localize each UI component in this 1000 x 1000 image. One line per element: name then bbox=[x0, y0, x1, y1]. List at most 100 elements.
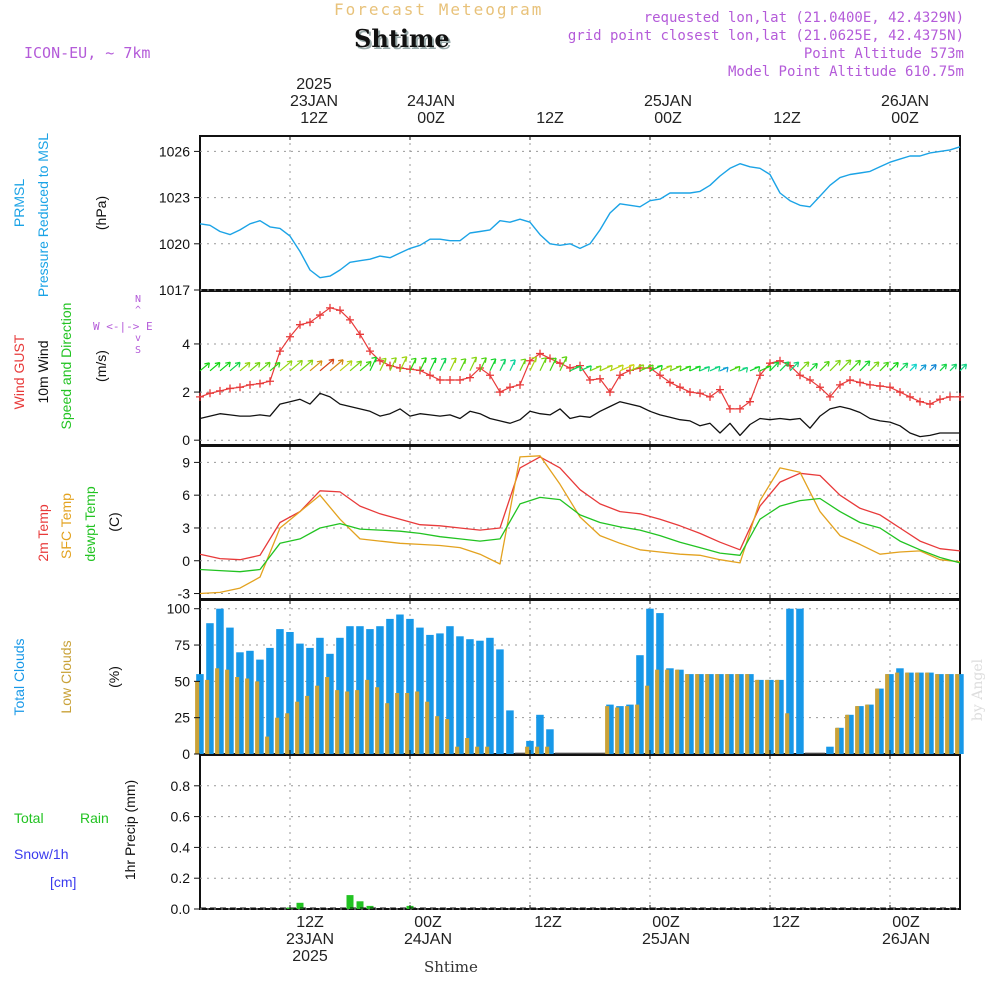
gust-point bbox=[886, 383, 894, 392]
gust-point bbox=[556, 359, 564, 368]
wind-direction-arrow bbox=[879, 361, 889, 372]
wind-arrow-head bbox=[371, 356, 378, 363]
total-cloud-bar bbox=[236, 652, 244, 754]
total-cloud-bar bbox=[536, 714, 544, 754]
total-cloud-bar bbox=[486, 637, 494, 754]
sfc-temp-line bbox=[199, 455, 961, 595]
marks-layer bbox=[196, 303, 968, 413]
gust-point bbox=[296, 320, 304, 329]
gust-point bbox=[376, 356, 384, 365]
gust-point bbox=[776, 356, 784, 365]
low-cloud-bar bbox=[435, 716, 440, 754]
total-cloud-bar bbox=[456, 636, 464, 754]
wind-direction-arrow bbox=[909, 363, 917, 372]
total-cloud-bar bbox=[666, 668, 674, 754]
wind-arrow-head bbox=[510, 359, 516, 365]
wind-direction-arrow bbox=[229, 361, 241, 372]
gust-point bbox=[736, 404, 744, 413]
total-cloud-bar bbox=[626, 704, 634, 754]
bottom-time-line: 25JAN bbox=[641, 931, 691, 948]
low-cloud-bar bbox=[405, 693, 410, 754]
low-cloud-bar bbox=[755, 679, 760, 754]
y-tick-label: 9 bbox=[182, 454, 190, 470]
bottom-time-line: 00Z bbox=[652, 914, 680, 931]
wind-arrow-head bbox=[274, 361, 281, 368]
wind-direction-arrow bbox=[319, 358, 335, 372]
low-cloud-bar bbox=[625, 706, 630, 754]
bottom-location: Shtime bbox=[424, 958, 478, 976]
total-cloud-bar bbox=[856, 706, 864, 754]
gust-point bbox=[336, 306, 344, 315]
wind-arrow-head bbox=[440, 357, 447, 364]
pressure-label-b: Pressure Reduced to MSL bbox=[35, 132, 51, 298]
total-cloud-bar bbox=[476, 640, 484, 754]
low-cloud-bar bbox=[455, 746, 460, 754]
wind-direction-arrow bbox=[939, 363, 947, 372]
wind-direction-arrow bbox=[799, 361, 810, 372]
low-cloud-bar bbox=[395, 693, 400, 754]
low-cloud-bar bbox=[665, 669, 670, 754]
top-time-line: 00Z bbox=[417, 110, 445, 127]
low-cloud-bar bbox=[375, 687, 380, 754]
wind-direction-arrow bbox=[359, 361, 372, 372]
low-cloud-bar bbox=[335, 690, 340, 754]
gust-point bbox=[726, 404, 734, 413]
pressure-label-a: PRMSL bbox=[11, 178, 27, 228]
total-cloud-bar bbox=[196, 674, 204, 754]
top-time-label: 12Z bbox=[757, 110, 817, 127]
total-cloud-bar bbox=[766, 679, 774, 754]
total-cloud-bar bbox=[786, 608, 794, 754]
total-cloud-bar bbox=[446, 626, 454, 754]
total-cloud-bar bbox=[676, 669, 684, 754]
total-cloud-bar bbox=[376, 626, 384, 754]
total-cloud-bar bbox=[866, 704, 874, 754]
bottom-time-label: 00Z 24JAN bbox=[398, 914, 458, 948]
compass-ew: W <-|-> E bbox=[93, 320, 153, 333]
low-cloud-bar bbox=[675, 669, 680, 754]
total-cloud-bar bbox=[436, 633, 444, 754]
temp-unit: (C) bbox=[106, 512, 122, 532]
wind-arrow-head bbox=[204, 362, 211, 368]
precip-label-cm: [cm] bbox=[50, 874, 77, 890]
bottom-time-line: 00Z bbox=[892, 914, 920, 931]
wind-arrow-head bbox=[356, 360, 363, 367]
wind-direction-arrow bbox=[789, 361, 800, 372]
wind-arrow-head bbox=[824, 360, 830, 367]
wind-arrow-head bbox=[835, 359, 841, 366]
wind-direction-arrow bbox=[529, 357, 538, 372]
low-cloud-bar bbox=[725, 674, 730, 754]
gust-point bbox=[586, 376, 594, 385]
wind-direction-arrow bbox=[819, 361, 830, 372]
gust-point bbox=[826, 392, 834, 401]
low-cloud-bar bbox=[545, 746, 550, 754]
gust-point bbox=[196, 392, 204, 401]
location-title: Shtime bbox=[354, 24, 450, 53]
low-cloud-bar bbox=[915, 672, 920, 754]
low-cloud-bar bbox=[535, 746, 540, 754]
total-cloud-bar bbox=[696, 674, 704, 754]
gust-point bbox=[226, 384, 234, 393]
grid-layer bbox=[200, 136, 960, 910]
total-cloud-bar bbox=[616, 706, 624, 754]
wind-arrow-head bbox=[803, 361, 810, 368]
wind-label-10m: 10m Wind bbox=[35, 340, 51, 404]
low-cloud-bar bbox=[785, 713, 790, 754]
total-cloud-bar bbox=[296, 643, 304, 754]
gust-point bbox=[406, 365, 414, 374]
y-tick-label: 0.8 bbox=[171, 778, 191, 794]
dewpt-line bbox=[199, 496, 961, 573]
y-tick-label: 0 bbox=[182, 432, 190, 448]
low-cloud-bar bbox=[475, 746, 480, 754]
top-time-line: 00Z bbox=[891, 110, 919, 127]
gust-point bbox=[936, 395, 944, 404]
gust-point bbox=[746, 397, 754, 406]
bottom-time-line: 12Z bbox=[772, 914, 800, 931]
wind-arrow-head bbox=[931, 364, 937, 370]
gust-point bbox=[706, 392, 714, 401]
y-tick-label: 4 bbox=[182, 336, 190, 352]
bottom-time-line: 00Z bbox=[414, 914, 442, 931]
wind-label-gust: Wind GUST bbox=[11, 334, 27, 410]
temp-label-sfc: SFC Temp bbox=[58, 493, 74, 559]
low-cloud-bar bbox=[485, 746, 490, 754]
precip-label-rain: Rain bbox=[80, 810, 109, 826]
